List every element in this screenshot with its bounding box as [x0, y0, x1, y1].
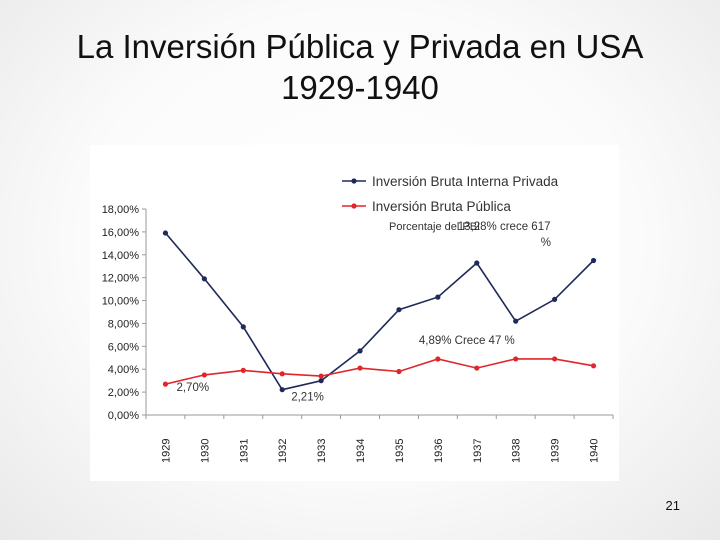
series-2-point [240, 367, 246, 373]
x-tick-label: 1929 [160, 439, 172, 463]
x-tick-label: 1936 [433, 439, 445, 463]
y-tick-label: 12,00% [102, 273, 140, 285]
slide-title-line-2: 1929-1940 [281, 69, 439, 106]
series-2-point [435, 356, 441, 362]
annotation-label-continued: % [541, 237, 551, 249]
series-1-point [513, 318, 519, 324]
series-1-point [590, 257, 597, 264]
series-2-point [162, 381, 169, 387]
x-tick-label: 1938 [511, 439, 523, 463]
x-tick-label: 1934 [355, 439, 367, 463]
series-1-point [552, 296, 558, 303]
y-tick-label: 4,00% [108, 364, 139, 376]
annotation-label: 2,70% [176, 382, 209, 394]
x-tick-label: 1935 [394, 439, 406, 463]
x-tick-label: 1932 [277, 439, 289, 463]
line-chart: 0,00% 2,00% 4,00% 6,00% 8,00% 10,00% 12,00% 14,… [102, 174, 614, 463]
series-1-point [318, 378, 324, 384]
series-1-point [240, 324, 246, 330]
legend-marker-1 [351, 178, 357, 184]
y-tick-label: 8,00% [108, 318, 139, 330]
series-2-point [474, 365, 480, 371]
series-2-point [318, 373, 324, 379]
series-2-point [279, 371, 285, 377]
series-line-1 [164, 232, 595, 391]
annotation-label: 13,28% crece 617 [458, 221, 551, 233]
y-tick-label: 10,00% [102, 296, 140, 308]
slide-title-line-1: La Inversión Pública y Privada en USA [76, 28, 644, 65]
annotation-label: 4,89% Crece 47 % [419, 335, 515, 347]
x-tick-label: 1939 [550, 439, 562, 463]
series-2-point [396, 368, 402, 375]
x-tick-label: 1937 [472, 439, 484, 463]
x-tick-label: 1930 [199, 439, 211, 463]
series-1-point [435, 294, 441, 300]
series-2-point [357, 365, 363, 371]
x-tick-label: 1931 [238, 439, 250, 463]
series-2-point [552, 356, 558, 362]
y-tick-label: 18,00% [102, 204, 140, 216]
legend-label-1: Inversión Bruta Interna Privada [372, 174, 559, 189]
legend-label-2: Inversión Bruta Pública [372, 199, 511, 214]
series-line-2 [165, 358, 594, 385]
y-tick-label: 16,00% [102, 227, 140, 239]
x-tick-label: 1933 [316, 439, 328, 463]
x-tick-label: 1940 [589, 439, 601, 463]
series-1-point [162, 230, 169, 236]
chart-panel: 0,00% 2,00% 4,00% 6,00% 8,00% 10,00% 12,00% 14,… [90, 145, 619, 481]
y-tick-label: 14,00% [102, 250, 140, 262]
series-2-point [201, 372, 207, 378]
y-tick-label: 2,00% [108, 387, 139, 399]
series-1-point [396, 307, 402, 313]
legend-marker-2 [351, 203, 357, 209]
y-tick-label: 6,00% [108, 341, 139, 353]
y-tick-label: 0,00% [108, 410, 139, 422]
page-number: 21 [665, 498, 680, 513]
series-1-point [357, 348, 363, 354]
series-2-point [513, 356, 519, 362]
slide-title: La Inversión Pública y Privada en USA 19… [0, 26, 720, 108]
series-1-point [201, 276, 207, 282]
series-1-point [279, 387, 285, 393]
annotation-label: 2,21% [291, 392, 324, 404]
series-1-point [474, 260, 480, 266]
chart-subtitle: Porcentaje del PBI [389, 221, 480, 233]
series-2-point [590, 363, 597, 369]
